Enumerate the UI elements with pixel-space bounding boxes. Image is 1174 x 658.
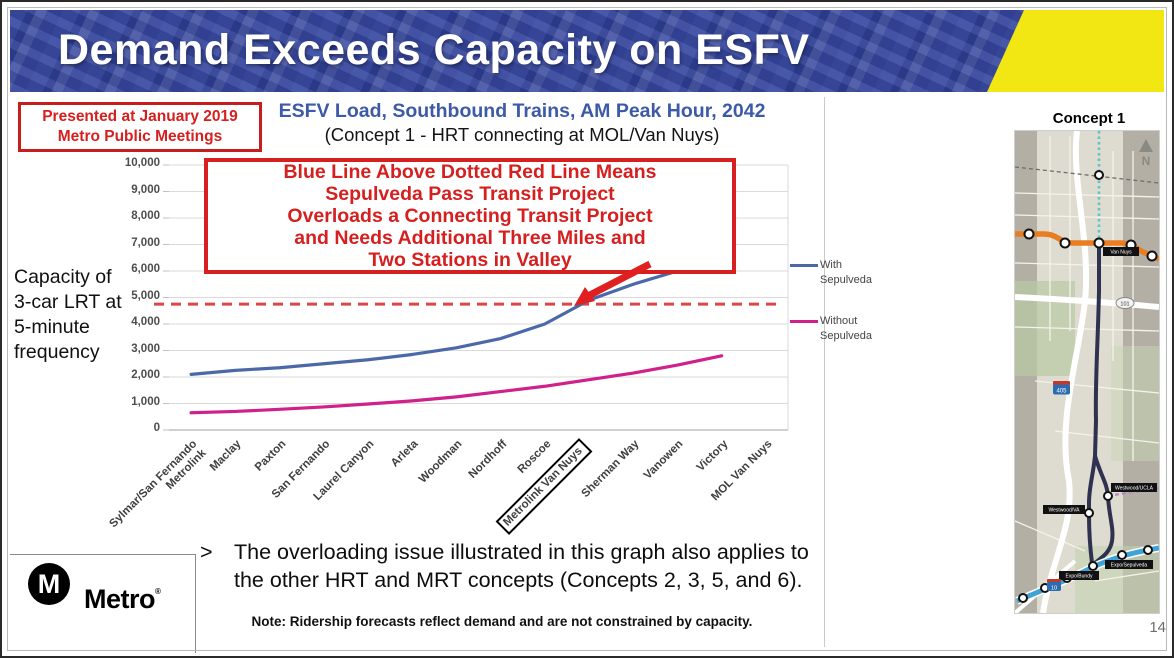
y-axis-tick-label: 2,000 <box>131 369 160 381</box>
y-axis-tick-label: 4,000 <box>131 316 160 328</box>
annotation-line: Overloads a Connecting Transit Project <box>287 205 653 227</box>
capacity-label: Capacity of 3-car LRT at 5-minute freque… <box>14 265 164 365</box>
chart-title: ESFV Load, Southbound Trains, AM Peak Ho… <box>278 100 766 122</box>
y-axis-tick-label: 0 <box>153 422 160 434</box>
page-number: 14 <box>1149 619 1166 636</box>
svg-text:405: 405 <box>1056 389 1067 395</box>
y-axis-tick-label: 6,000 <box>131 263 160 275</box>
highway-shields: 405 101 10 <box>1047 297 1135 592</box>
legend-item: With Sepulveda <box>790 258 878 288</box>
chart-legend: With Sepulveda Without Sepulveda <box>790 258 878 370</box>
content-divider-line <box>824 97 825 647</box>
svg-text:Westwood/VA: Westwood/VA <box>1049 508 1081 514</box>
capacity-label-line: Capacity of <box>14 266 112 288</box>
map-station-labels: Van Nuys Westwood/UCLA Westwood/VA Expo/… <box>1043 247 1157 580</box>
header-banner: Demand Exceeds Capacity on ESFV <box>10 10 1164 92</box>
chart-subtitle: (Concept 1 - HRT connecting at MOL/Van N… <box>324 124 720 145</box>
capacity-label-line: 3-car LRT at <box>14 291 122 313</box>
footnote: Note: Ridership forecasts reflect demand… <box>251 614 753 629</box>
annotation-line: and Needs Additional Three Miles and <box>294 227 646 249</box>
bullet-text: The overloading issue illustrated in thi… <box>234 538 809 594</box>
bullet-point: > The overloading issue illustrated in t… <box>200 538 890 594</box>
annotation-line: Two Stations in Valley <box>368 249 572 271</box>
us101-freeway <box>1015 294 1159 310</box>
metro-logo: M Metro® <box>10 554 196 653</box>
bullet-text-line: the other HRT and MRT concepts (Concepts… <box>234 568 803 592</box>
y-axis-tick-label: 7,000 <box>131 236 160 249</box>
legend-item: Without Sepulveda <box>790 314 878 344</box>
svg-text:101: 101 <box>1120 302 1129 308</box>
metro-m-icon: M <box>28 563 70 605</box>
presented-badge-line2: Metro Public Meetings <box>57 128 223 145</box>
y-axis-tick-label: 8,000 <box>131 210 160 222</box>
capacity-label-line: frequency <box>14 341 100 363</box>
series-line-without-sepulveda <box>189 354 724 415</box>
north-arrow-icon: N <box>1139 139 1153 168</box>
station-markers <box>1018 170 1158 603</box>
metro-wordmark: Metro <box>84 584 156 614</box>
svg-text:Westwood/UCLA: Westwood/UCLA <box>1115 486 1154 492</box>
annotation-line: Blue Line Above Dotted Red Line Means <box>283 161 657 183</box>
page-title: Demand Exceeds Capacity on ESFV <box>58 26 810 74</box>
bullet-text-line: The overloading issue illustrated in thi… <box>234 540 809 564</box>
svg-text:Expo/Sepulveda: Expo/Sepulveda <box>1111 563 1148 569</box>
legend-label: With Sepulveda <box>820 259 872 286</box>
svg-text:Van Nuys: Van Nuys <box>1110 250 1132 256</box>
annotation-line: Sepulveda Pass Transit Project <box>325 183 615 205</box>
y-axis-tick-label: 10,000 <box>124 157 160 169</box>
svg-text:N: N <box>1142 154 1151 168</box>
legend-swatch <box>790 320 818 323</box>
presented-badge: Presented at January 2019 Metro Public M… <box>18 102 262 152</box>
metrolink-rail-line <box>1015 166 1159 184</box>
capacity-label-line: 5-minute <box>14 316 90 338</box>
legend-label: Without Sepulveda <box>820 315 872 342</box>
i405-freeway <box>1040 131 1090 613</box>
y-axis-tick-label: 5,000 <box>131 289 160 302</box>
series-line-with-sepulveda <box>189 254 724 376</box>
y-axis-tick-label: 3,000 <box>131 342 160 355</box>
registered-mark: ® <box>155 587 161 596</box>
annotation-arrow-icon <box>574 260 652 306</box>
header-texture <box>10 10 1164 92</box>
svg-text:Expo/Bundy: Expo/Bundy <box>1066 574 1093 580</box>
map-title: Concept 1 <box>1052 110 1126 127</box>
y-axis-tick-label: 1,000 <box>131 395 160 408</box>
legend-swatch <box>790 264 818 267</box>
bullet-marker: > <box>200 540 213 564</box>
svg-text:10: 10 <box>1051 586 1057 592</box>
annotation-box: Blue Line Above Dotted Red Line Means Se… <box>204 158 736 274</box>
metro-logo-text: Metro® <box>84 584 161 615</box>
concept1-map: Van Nuys Westwood/UCLA Westwood/VA Expo/… <box>1014 130 1160 614</box>
presented-badge-line1: Presented at January 2019 <box>42 108 238 125</box>
y-axis-tick-label: 9,000 <box>131 183 160 196</box>
